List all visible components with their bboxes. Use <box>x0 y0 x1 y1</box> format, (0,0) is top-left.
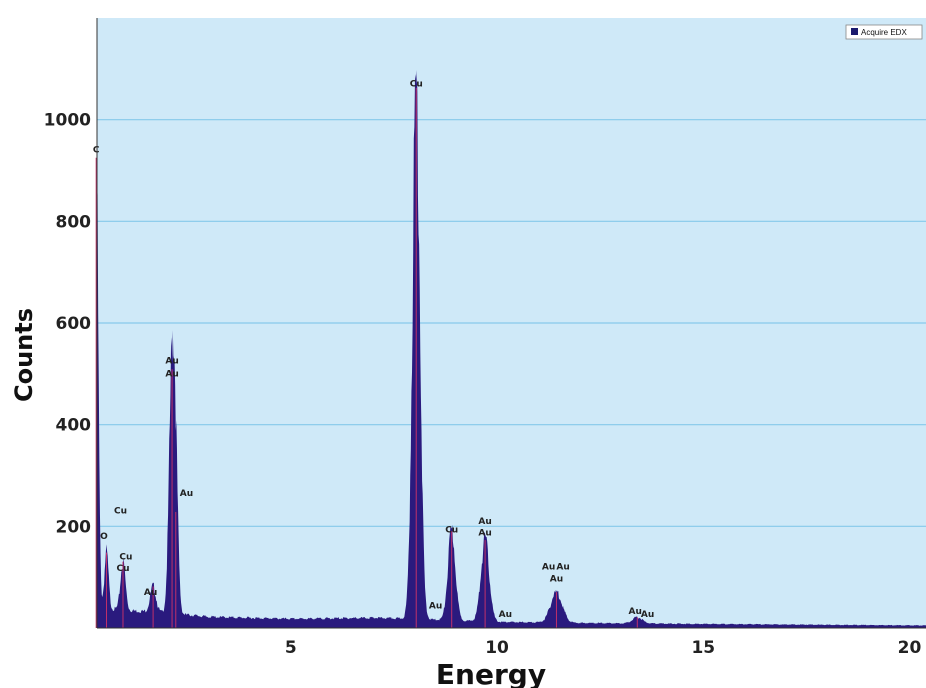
y-tick-label: 800 <box>56 212 92 232</box>
peak-label: Au <box>629 607 642 617</box>
legend-swatch <box>851 28 858 35</box>
peak-label: Au <box>165 369 178 379</box>
peak-label: Au <box>478 517 491 527</box>
peak-label: C <box>93 146 100 156</box>
y-tick-label: 600 <box>56 314 92 334</box>
legend: Acquire EDX <box>845 24 923 40</box>
peak-label: Au <box>144 588 157 598</box>
peak-label: O <box>100 532 108 542</box>
peak-label: Au <box>429 602 442 612</box>
legend-label: Acquire EDX <box>861 28 907 37</box>
y-tick-label: 400 <box>56 416 92 436</box>
peak-label: Cu <box>116 564 129 574</box>
legend-box <box>845 24 923 40</box>
x-tick-label: 5 <box>285 638 297 658</box>
y-axis-title: Counts <box>10 308 38 402</box>
peak-label: Au <box>556 563 569 573</box>
x-axis-title: Energy <box>436 658 546 688</box>
y-tick-label: 200 <box>56 517 92 537</box>
x-tick-label: 20 <box>898 638 922 658</box>
peak-label: Cu <box>119 552 132 562</box>
peak-markers <box>95 87 638 628</box>
peak-label: Au <box>641 610 654 620</box>
x-tick-label: 15 <box>691 638 715 658</box>
peak-label: Au <box>542 563 555 573</box>
gridlines <box>97 119 926 527</box>
peak-label: Cu <box>410 80 423 90</box>
peak-label: Au <box>180 489 193 499</box>
peak-label: Cu <box>114 507 127 517</box>
peak-label: Au <box>478 528 491 538</box>
peak-label: Cu <box>445 525 458 535</box>
x-tick-label: 10 <box>485 638 509 658</box>
peak-label: Au <box>550 575 563 585</box>
y-tick-label: 1000 <box>44 111 91 131</box>
peak-label: Au <box>499 610 512 620</box>
x-tick-labels: 5 10 15 20 <box>285 638 922 658</box>
peak-label: Au <box>165 357 178 367</box>
y-tick-labels: 200 400 600 800 1000 <box>44 111 91 538</box>
